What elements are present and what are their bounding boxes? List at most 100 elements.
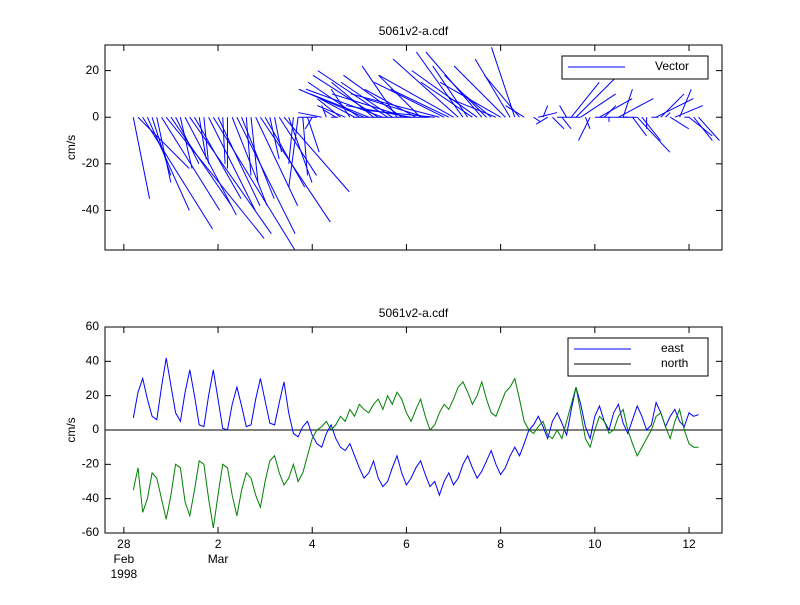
vector-stick: [641, 116, 661, 141]
vector-stick: [288, 117, 294, 164]
vector-stick: [552, 116, 565, 130]
vector-stick: [198, 117, 207, 160]
vector-stick: [146, 117, 190, 211]
chart-title: 5061v2-a.cdf: [379, 306, 449, 320]
vector-stick: [255, 117, 299, 206]
y-axis-label: cm/s: [64, 417, 78, 442]
vector-stick: [283, 116, 350, 193]
vector-stick: [632, 116, 647, 137]
vector-stick: [538, 112, 558, 118]
vector-stick: [319, 98, 355, 118]
vector-stick: [378, 74, 454, 118]
vector-stick: [505, 105, 525, 118]
vector-stick: [343, 74, 403, 118]
y-tick-label: -40: [82, 491, 100, 505]
vector-stick: [374, 81, 445, 118]
vector-stick: [302, 117, 308, 176]
vector-stick: [535, 116, 548, 125]
vector-stick: [142, 116, 213, 230]
vector-stick: [250, 117, 259, 183]
vector-stick: [364, 109, 435, 118]
axes-frame: [104, 326, 723, 534]
legend-box: [561, 55, 709, 80]
y-tick-label: 0: [92, 109, 99, 123]
vector-stick: [245, 117, 252, 176]
vector-stick: [490, 47, 516, 118]
vector-stick: [474, 58, 511, 118]
vector-stick: [304, 116, 313, 130]
vector-stick: [449, 98, 497, 118]
y-tick-label: -20: [82, 457, 100, 471]
vector-stick: [208, 116, 256, 211]
vector-stick: [599, 98, 633, 118]
y-tick-label: -20: [82, 156, 100, 170]
vector-stick: [310, 93, 369, 118]
vector-stick: [364, 98, 426, 118]
vector-stick: [432, 65, 469, 118]
x-tick-year: 1998: [110, 567, 137, 581]
vector-stick: [269, 117, 280, 160]
vector-stick: [411, 70, 478, 118]
plot-marks: [132, 47, 720, 250]
vector-stick: [361, 65, 398, 118]
vector-stick: [561, 116, 572, 130]
vector-stick: [679, 89, 692, 118]
vector-stick: [189, 116, 272, 234]
x-tick-month: Feb: [113, 552, 134, 566]
vector-stick: [165, 116, 265, 239]
vector-stick: [439, 81, 501, 118]
vector-stick: [655, 98, 694, 118]
vector-stick: [184, 116, 237, 216]
vector-stick: [317, 105, 346, 118]
vector-stick: [415, 51, 464, 118]
vector-stick: [578, 116, 591, 141]
vector-stick: [323, 109, 337, 118]
y-tick-label: 40: [86, 354, 100, 368]
x-tick-label: 4: [309, 537, 316, 551]
vector-stick: [698, 116, 720, 141]
vector-stick: [212, 116, 296, 250]
y-tick-label: 20: [86, 63, 100, 77]
vector-stick: [340, 81, 393, 118]
vector-stick: [392, 58, 459, 118]
vector-stick: [288, 117, 299, 188]
vector-stick: [298, 88, 365, 118]
axes-frame: [104, 44, 723, 251]
vector-stick: [693, 116, 713, 141]
vector-stick: [278, 116, 317, 176]
y-tick-label: 60: [86, 319, 100, 333]
y-tick-label: -40: [82, 203, 100, 217]
vector-stick: [622, 89, 633, 118]
vector-stick: [298, 112, 322, 118]
vector-stick: [179, 117, 193, 169]
legend-label: Vector: [655, 59, 689, 73]
vector-stick: [542, 105, 549, 118]
legend-label: north: [661, 356, 688, 370]
vector-stick: [453, 65, 506, 118]
legend-box: [567, 337, 709, 377]
vector-stick: [660, 93, 685, 118]
x-tick-label: 10: [588, 537, 602, 551]
x-tick-label: 2: [215, 537, 222, 551]
x-tick-label: 28: [117, 537, 131, 551]
vector-stick: [307, 117, 320, 153]
legend-label: east: [661, 341, 684, 355]
vector-stick: [170, 116, 232, 207]
vector-stick: [674, 105, 704, 118]
x-tick-label: 12: [682, 537, 696, 551]
vector-stick: [132, 117, 151, 199]
y-tick-label: -60: [82, 525, 100, 539]
x-tick-month: Mar: [208, 552, 229, 566]
vector-stick: [364, 88, 417, 118]
vector-stick: [603, 105, 617, 118]
y-tick-label: 20: [86, 388, 100, 402]
y-tick-label: 0: [92, 422, 99, 436]
vector-stick: [175, 116, 200, 165]
series-line: [132, 377, 699, 528]
plot-marks: [105, 357, 722, 528]
vector-stick: [350, 93, 440, 118]
vector-stick: [305, 88, 384, 118]
vector-stick: [580, 93, 616, 118]
vector-stick: [156, 117, 172, 183]
